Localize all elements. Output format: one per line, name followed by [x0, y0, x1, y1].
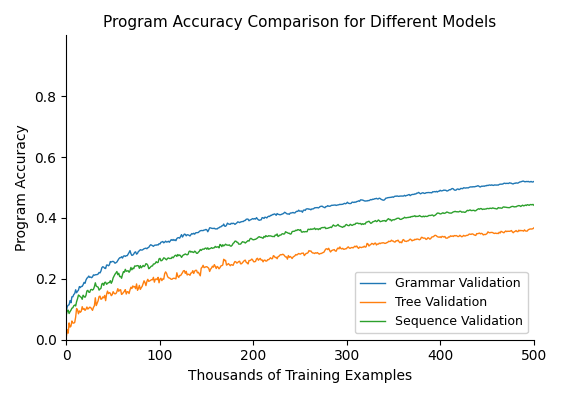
Tree Validation: [63, 335, 70, 339]
Tree Validation: [341, 247, 348, 252]
Y-axis label: Program Accuracy: Program Accuracy: [15, 124, 29, 251]
Tree Validation: [285, 253, 292, 258]
Grammar Validation: [285, 211, 292, 216]
Sequence Validation: [446, 211, 453, 215]
Sequence Validation: [341, 224, 348, 229]
Grammar Validation: [288, 211, 294, 215]
Sequence Validation: [288, 232, 294, 236]
Sequence Validation: [316, 226, 323, 231]
Tree Validation: [531, 226, 537, 230]
Sequence Validation: [529, 202, 536, 207]
Grammar Validation: [316, 205, 323, 210]
Grammar Validation: [531, 179, 537, 184]
Sequence Validation: [63, 312, 70, 317]
Tree Validation: [519, 228, 526, 233]
Line: Tree Validation: Tree Validation: [66, 228, 534, 337]
Grammar Validation: [341, 201, 348, 206]
Sequence Validation: [519, 203, 526, 207]
X-axis label: Thousands of Training Examples: Thousands of Training Examples: [188, 369, 412, 383]
Tree Validation: [316, 252, 323, 257]
Grammar Validation: [519, 179, 526, 183]
Grammar Validation: [520, 179, 527, 183]
Tree Validation: [446, 235, 453, 240]
Title: Program Accuracy Comparison for Different Models: Program Accuracy Comparison for Differen…: [103, 15, 497, 30]
Grammar Validation: [63, 309, 70, 314]
Sequence Validation: [531, 203, 537, 208]
Sequence Validation: [285, 231, 292, 236]
Line: Sequence Validation: Sequence Validation: [66, 205, 534, 315]
Legend: Grammar Validation, Tree Validation, Sequence Validation: Grammar Validation, Tree Validation, Seq…: [355, 272, 528, 334]
Tree Validation: [288, 255, 294, 259]
Grammar Validation: [446, 187, 453, 192]
Line: Grammar Validation: Grammar Validation: [66, 181, 534, 312]
